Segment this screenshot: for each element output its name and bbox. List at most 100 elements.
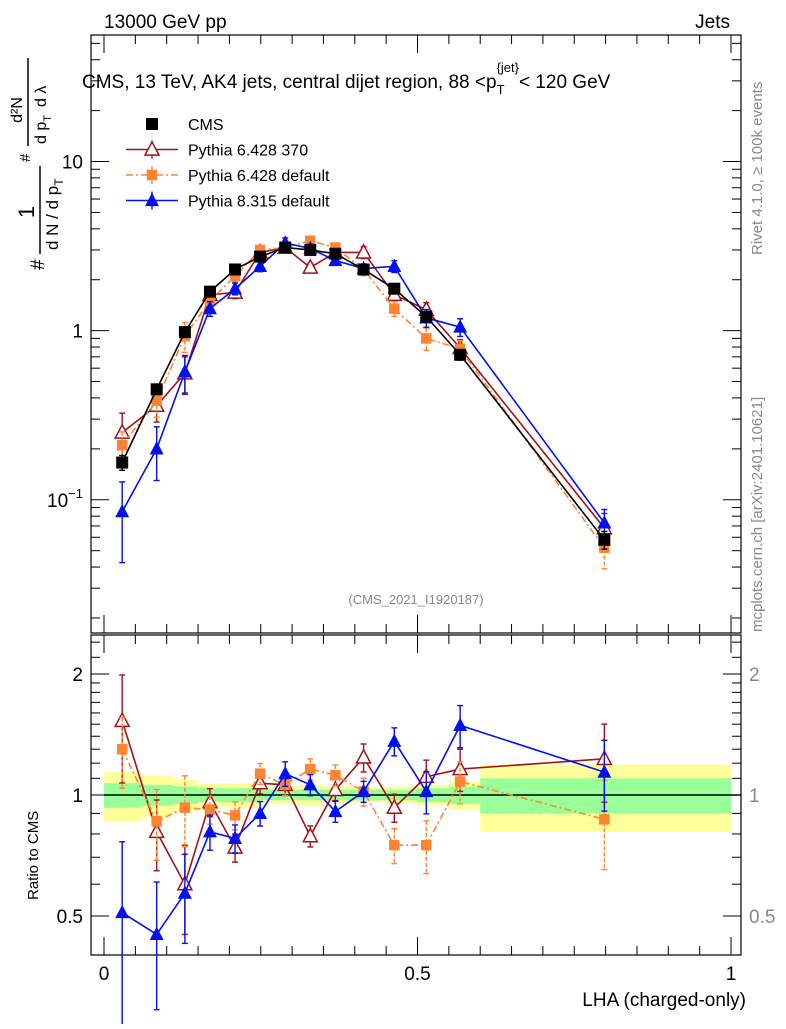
ratio-point-p6_370	[355, 748, 372, 764]
ratio-ytick-label: 1	[72, 786, 83, 807]
title-end: < 120 GeV	[519, 72, 611, 93]
rivet-label: Rivet 4.1.0, ≥ 100k events	[749, 82, 766, 255]
ratio-point-p8_def	[149, 926, 164, 941]
ratio-point-p8_def	[202, 824, 217, 838]
ratio-ytick-label-text: 2	[72, 665, 83, 686]
ratio-panel: 2 2 1 1 0.5 0.5 0 0.5 1	[57, 634, 775, 1029]
title-sub: T	[497, 82, 505, 97]
main-line-p6_def	[121, 239, 605, 549]
legend-marker-p6_370	[143, 140, 161, 156]
ratio-point-p6_def	[204, 804, 216, 815]
ratio-point-p6_def	[454, 776, 466, 787]
y-axis-label: # 1 d N / d pT # d²N d pTd λ	[9, 58, 66, 270]
main-point-cms	[598, 533, 611, 546]
main-point-p6_370	[355, 243, 372, 259]
ratio-point-p6_370	[386, 798, 403, 815]
ratio-point-p8_def	[115, 904, 130, 919]
ratio-y-label: Ratio to CMS	[25, 811, 42, 900]
main-ytick-label-text: 10	[47, 491, 68, 512]
ratio-point-p8_def	[597, 764, 612, 778]
main-point-p6_def	[116, 440, 128, 451]
main-line-p8_def	[121, 242, 605, 524]
ratio-point-p6_370	[148, 822, 165, 839]
mcplots-label: mcplots.cern.ch [arXiv:2401.10621]	[749, 397, 766, 632]
main-point-cms	[254, 250, 267, 263]
ratio-ytick-label-text: 1	[72, 786, 83, 807]
main-ytick-label: 1	[72, 322, 83, 343]
main-point-cms	[203, 285, 216, 298]
main-point-p6_def	[389, 303, 400, 314]
header-energy: 13000 GeV pp	[104, 12, 227, 33]
analysis-tag: (CMS_2021_I1920187)	[348, 592, 483, 607]
main-point-p8_def	[202, 300, 217, 315]
main-point-p6_def	[305, 235, 316, 247]
legend-label-p6_def: Pythia 6.428 default	[188, 168, 330, 185]
ratio-point-p8_def	[453, 717, 468, 731]
main-point-cms	[178, 326, 191, 339]
main-line-p6_370	[121, 246, 605, 529]
ratio-ytick-label-right: 2	[749, 665, 760, 686]
main-point-p6_def	[229, 270, 241, 282]
legend-label-p8_def: Pythia 8.315 default	[188, 194, 330, 211]
x-axis-label: LHA (charged-only)	[582, 990, 746, 1011]
plot-title: CMS, 13 TeV, AK4 jets, central dijet reg…	[82, 60, 611, 97]
main-point-p8_def	[115, 504, 130, 518]
ratio-ytick-label-right: 0.5	[749, 907, 775, 928]
main-point-p8_def	[177, 364, 192, 378]
title-main: CMS, 13 TeV, AK4 jets, central dijet reg…	[82, 72, 497, 93]
ratio-ytick-label: 0.5	[57, 907, 83, 928]
ratio-point-p6_def	[229, 810, 241, 821]
main-point-p8_def	[453, 319, 468, 333]
ylabel-dn: d N / d pT	[43, 178, 66, 250]
ratio-point-p8_def	[328, 803, 343, 818]
x-tick-label: 0	[99, 964, 110, 985]
main-point-cms	[329, 247, 342, 260]
title-sup: {jet}	[497, 60, 520, 75]
ratio-point-p6_370	[302, 826, 319, 843]
ratio-point-p6_def	[305, 763, 316, 775]
ratio-point-p6_def	[599, 814, 610, 825]
main-point-p6_def	[204, 295, 216, 307]
ratio-point-p8_def	[177, 885, 192, 899]
ratio-point-p6_def	[421, 839, 432, 851]
legend-marker-p8_def	[145, 192, 159, 207]
main-point-p8_def	[228, 281, 243, 295]
main-ytick-label: 10	[62, 153, 83, 174]
legend-label-p6_370: Pythia 6.428 370	[188, 143, 308, 160]
ylabel-hash1: #	[28, 259, 49, 270]
main-point-cms	[388, 282, 401, 295]
legend-marker-cms	[146, 118, 158, 130]
ratio-point-p6_def	[330, 769, 341, 781]
ratio-point-p6_def	[116, 743, 128, 755]
main-point-cms	[304, 243, 317, 256]
main-point-p6_def	[421, 333, 432, 344]
ratio-point-p6_370	[327, 780, 344, 797]
main-point-p6_def	[254, 244, 266, 256]
ratio-point-p8_def	[387, 733, 402, 747]
main-point-cms	[357, 263, 370, 276]
main-point-cms	[279, 241, 292, 254]
main-point-p6_def	[151, 395, 162, 407]
ylabel-dpt: d pTd λ	[33, 86, 54, 144]
main-ytick-label-exp: −1	[68, 486, 83, 501]
ratio-ytick-label-text: 0.5	[57, 907, 83, 928]
x-tick-label: 0.5	[404, 964, 430, 985]
ratio-point-p8_def	[278, 765, 293, 780]
ylabel-d2n: d²N	[9, 97, 26, 123]
ratio-point-p6_def	[254, 768, 266, 779]
uncertainty-band-inner	[480, 778, 731, 814]
main-point-p6_370	[302, 258, 319, 274]
ratio-point-p8_def	[253, 805, 268, 819]
header-category: Jets	[695, 12, 730, 33]
ratio-line-p8_def	[121, 724, 605, 936]
main-point-cms	[420, 310, 433, 323]
ratio-point-p8_def	[419, 783, 434, 798]
main-ytick-label-text: 1	[72, 322, 83, 343]
main-frame	[90, 34, 742, 634]
ratio-point-p8_def	[356, 783, 371, 798]
main-line-cms	[121, 246, 605, 541]
ratio-point-p6_def	[389, 839, 400, 851]
main-point-p8_def	[149, 441, 164, 455]
